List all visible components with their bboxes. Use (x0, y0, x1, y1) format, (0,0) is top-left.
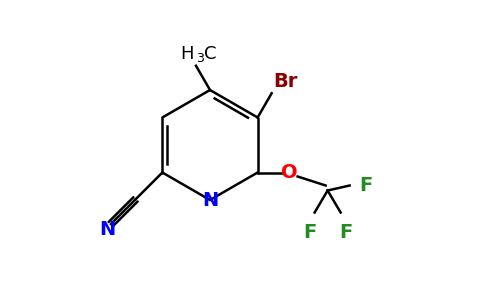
Text: F: F (303, 223, 316, 242)
Text: F: F (339, 223, 352, 242)
Text: N: N (99, 220, 115, 239)
Text: F: F (360, 176, 373, 195)
Text: Br: Br (273, 72, 298, 91)
Text: C: C (204, 45, 216, 63)
Text: N: N (202, 190, 218, 209)
Text: H: H (181, 45, 194, 63)
Text: O: O (281, 163, 298, 182)
Text: 3: 3 (196, 52, 204, 65)
